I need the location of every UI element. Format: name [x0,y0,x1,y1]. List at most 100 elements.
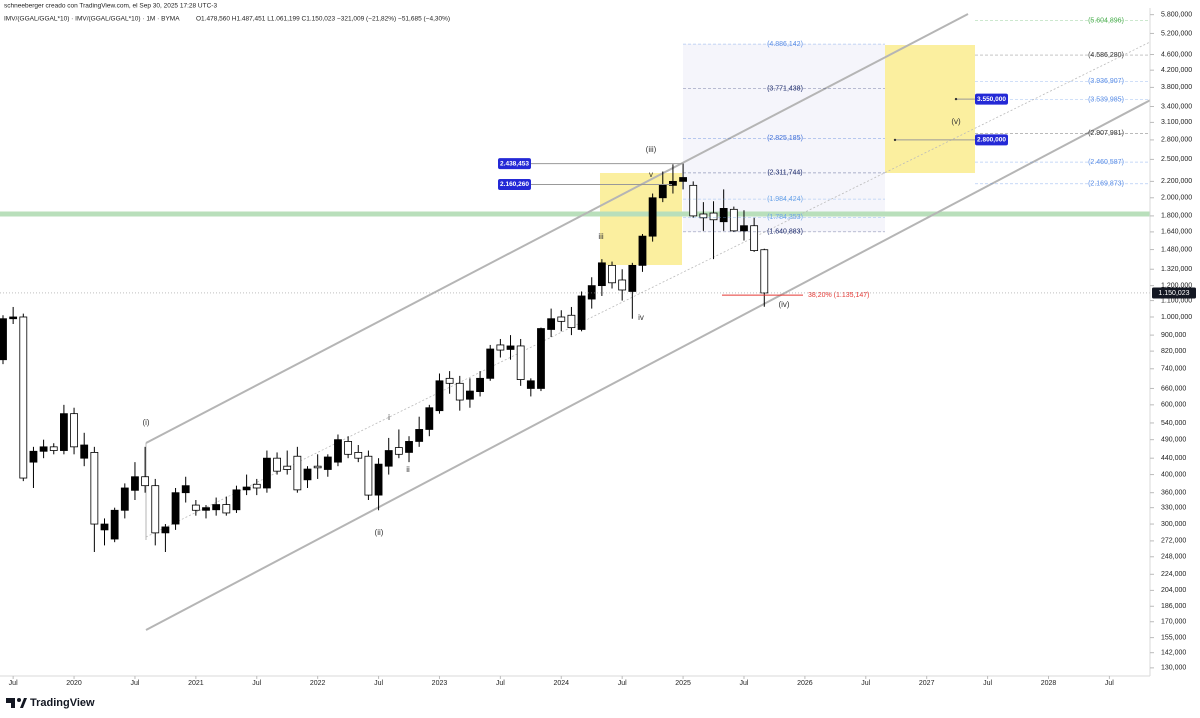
fib-label: (4.586,280) [1088,52,1124,59]
candle-body [364,455,373,496]
candle-body [618,279,627,291]
candle-body [70,413,78,448]
candle-body [110,509,119,540]
price-tag [498,179,531,191]
candle-body [567,314,576,329]
candle-body [313,465,322,469]
wave-label: iv [638,313,644,322]
fib-label: (2.825,185) [767,135,803,142]
fib-label: (3.771,438) [767,86,803,93]
channel-line [145,13,969,444]
y-tick-label: 900,000 [1161,332,1186,339]
price-tag-label: 2.160,260 [500,181,529,188]
y-tick-label: 1.000,000 [1161,314,1192,321]
y-tick-label: 490,000 [1161,437,1186,444]
wave-label: (ii) [375,528,384,537]
candle-body [323,456,332,470]
fib-label: (2.907,981) [1088,130,1124,137]
x-tick-label: Jul [1105,680,1114,687]
candle-body [526,380,535,389]
candle-body [557,316,566,322]
tag-point [954,97,958,101]
candle-body [689,184,698,217]
x-tick-label: Jul [740,680,749,687]
wave-label: ii [406,465,410,474]
highlight-box [885,45,975,173]
candle-body [496,344,505,351]
candle-body [49,446,58,451]
y-tick-label: 1.320,000 [1161,266,1192,273]
y-tick-label: 1.640,000 [1161,229,1192,236]
y-tick-label: 330,000 [1161,505,1186,512]
candle-body [141,476,150,487]
candle-body [222,504,231,514]
candle-body [658,184,667,199]
channel-line [145,99,1150,631]
candle-body [608,264,616,284]
candle-body [679,177,687,182]
candle-body [466,390,474,400]
candle-body [760,249,769,294]
candle-body [709,212,718,221]
y-tick-label: 660,000 [1161,385,1186,392]
candle-body [699,213,708,219]
wave-label: iii [598,232,604,241]
x-tick-label: 2021 [188,680,204,687]
x-tick-label: 2026 [797,680,813,687]
byline: schneeberger creado con TradingView.com,… [4,3,217,10]
y-tick-label: 1.480,000 [1161,246,1192,253]
candle-body [597,262,606,287]
candle-body [191,504,200,511]
candle-body [405,441,413,453]
candle-body [171,492,180,525]
fib-label: (1.984,424) [767,196,803,203]
candle-body [374,463,383,496]
brand: TradingView [30,697,95,709]
candle-body [354,452,363,459]
candle-body [344,441,353,455]
wave-label: (iv) [778,300,789,309]
y-tick-label: 440,000 [1161,455,1186,462]
price-tag-label: 2.438,453 [500,160,529,167]
candle-body [476,377,484,393]
candle-body [151,485,160,534]
candle-body [80,444,89,459]
fib-label: (2.311,744) [767,170,802,177]
channel-midline [145,41,1150,538]
fib-label: (1.784,353) [767,214,803,221]
y-tick-label: 400,000 [1161,471,1186,478]
x-tick-label: 2020 [66,680,82,687]
candle-body [202,507,210,511]
y-tick-label: 142,000 [1161,650,1186,657]
fib-label: (1.640,883) [767,229,803,236]
candle-body [263,457,271,489]
fib-label: (4.886,142) [767,41,803,48]
x-tick-label: Jul [983,680,992,687]
candle-body [537,328,545,389]
candle-body [506,345,515,350]
candle-body [719,208,728,223]
wave-label: (i) [142,418,149,427]
logo-icon [6,698,15,703]
last-price-label: 1.150,023 [1158,290,1189,297]
symbol: IMV/(GGAL/GGAL*10) · IMV/(GGAL/GGAL*10) … [4,16,180,23]
candle-body [750,225,759,252]
ohlc: O1.478,560 H1.487,451 L1.061,199 C1.150,… [196,16,450,23]
x-tick-label: Jul [496,680,505,687]
last-price-tag [1152,287,1196,299]
x-tick-label: Jul [618,680,627,687]
y-tick-label: 3.100,000 [1161,119,1192,126]
candle-body [669,180,677,186]
price-tag [975,134,1008,146]
wave-label: (iii) [646,145,657,154]
y-tick-label: 204,000 [1161,587,1186,594]
y-tick-label: 248,000 [1161,554,1186,561]
x-tick-label: Jul [130,680,139,687]
y-tick-label: 2.200,000 [1161,178,1192,185]
y-tick-label: 130,000 [1161,665,1186,672]
y-tick-label: 272,000 [1161,538,1186,545]
price-tag [498,158,531,170]
y-tick-label: 5.800,000 [1161,12,1192,19]
